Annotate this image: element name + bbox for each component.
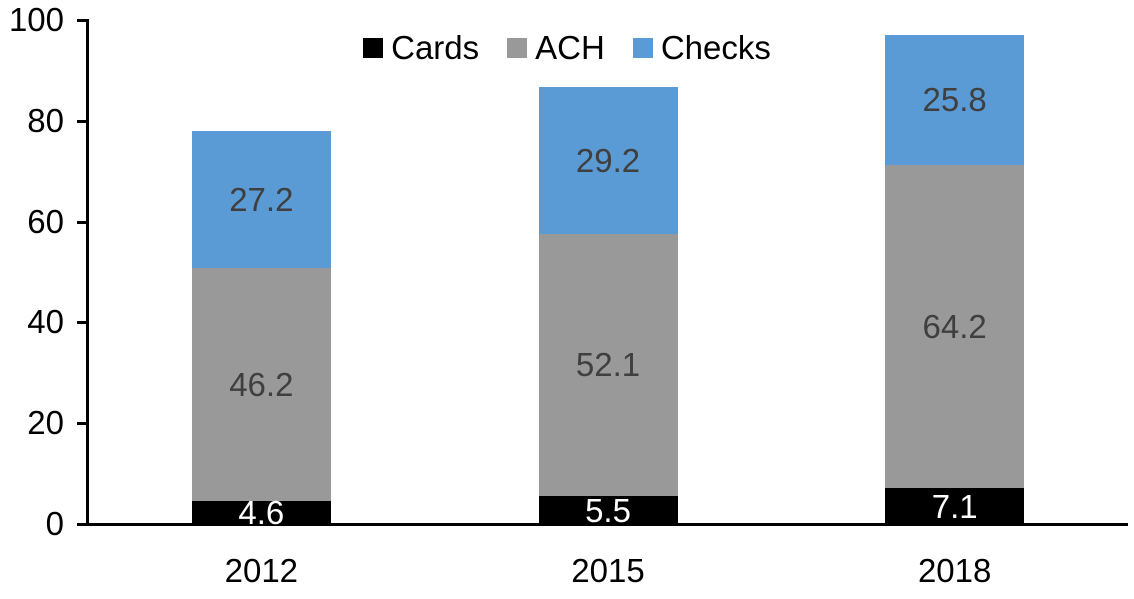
y-tick-label: 0 (45, 505, 64, 542)
y-axis-line (86, 19, 89, 526)
bar-2018: 7.1 64.2 25.8 (885, 34, 1025, 525)
bar-segment-cards: 7.1 (885, 487, 1025, 525)
x-axis-line (86, 523, 1128, 526)
y-tick-mark (77, 422, 87, 426)
y-tick-label: 20 (27, 404, 64, 442)
bar-segment-checks: 29.2 (538, 86, 678, 234)
legend-item-cards: Cards (363, 30, 479, 66)
bar-segment-checks: 25.8 (885, 34, 1025, 165)
legend-label: Checks (660, 29, 771, 66)
segment-value-label: 29.2 (575, 141, 641, 179)
bar-segment-checks: 27.2 (191, 130, 331, 268)
legend-label: ACH (535, 29, 605, 66)
legend-swatch-icon (507, 38, 528, 58)
segment-value-label: 4.6 (238, 493, 285, 531)
segment-value-label: 25.8 (922, 81, 987, 119)
bar-segment-ach: 46.2 (191, 267, 331, 501)
segment-value-label: 5.5 (585, 491, 631, 529)
y-tick-mark (77, 523, 87, 526)
bar-2015: 5.5 52.1 29.2 (538, 86, 678, 529)
y-tick-label: 40 (27, 303, 64, 341)
bar-segment-cards: 5.5 (538, 491, 678, 529)
legend-swatch-icon (632, 38, 653, 58)
bar-segment-cards: 4.6 (191, 496, 331, 529)
x-tick-label-2015: 2015 (571, 552, 645, 589)
y-tick-label: 80 (27, 101, 64, 139)
bar-segment-ach: 64.2 (885, 164, 1025, 489)
segment-value-label: 52.1 (575, 346, 641, 384)
legend-swatch-icon (363, 38, 384, 58)
legend-item-checks: Checks (632, 29, 771, 66)
bar-segment-ach: 52.1 (538, 233, 678, 497)
y-tick-label: 60 (27, 202, 64, 240)
y-tick-label: 100 (8, 1, 64, 38)
segment-value-label: 27.2 (229, 180, 294, 218)
segment-value-label: 7.1 (931, 487, 978, 525)
y-tick-mark (77, 19, 87, 22)
y-tick-mark (77, 220, 87, 224)
segment-value-label: 64.2 (922, 307, 987, 345)
x-tick-label-2018: 2018 (917, 552, 992, 589)
legend-item-ach: ACH (507, 30, 605, 66)
segment-value-label: 46.2 (229, 365, 294, 403)
legend-label: Cards (391, 29, 480, 66)
legend: Cards ACH Checks (0, 30, 1134, 66)
bar-2012: 4.6 46.2 27.2 (191, 130, 331, 529)
x-tick-label-2012: 2012 (224, 552, 299, 589)
y-tick-mark (77, 321, 87, 325)
y-tick-mark (77, 119, 87, 123)
